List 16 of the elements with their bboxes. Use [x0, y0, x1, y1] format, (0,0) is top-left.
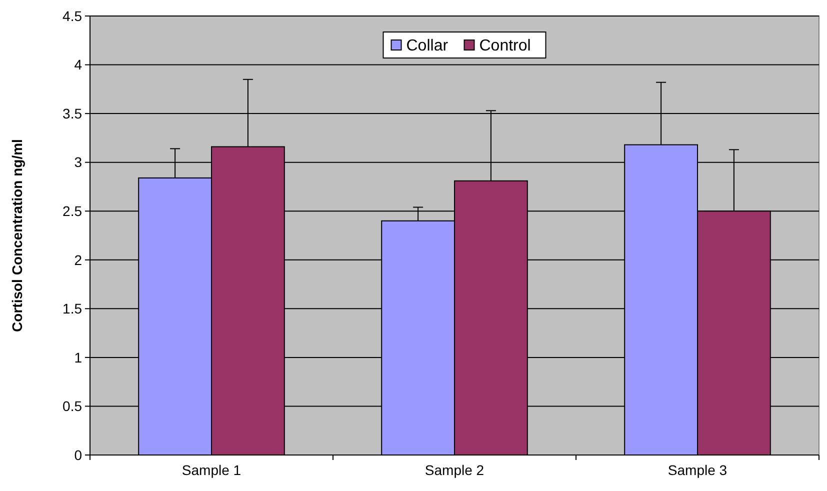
legend-label: Collar: [406, 38, 449, 55]
y-tick-label: 1: [74, 349, 82, 366]
x-tick-label: Sample 2: [424, 462, 484, 478]
y-tick-label: 4.5: [62, 8, 82, 24]
y-tick-label: 3: [74, 154, 82, 170]
y-axis-title: Cortisol Concentration ng/ml: [9, 139, 25, 332]
y-tick-label: 0.5: [62, 398, 82, 414]
y-tick-label: 4: [74, 56, 82, 73]
legend-label: Control: [479, 38, 531, 55]
y-tick-label: 3.5: [62, 105, 82, 122]
y-tick-label: 1.5: [62, 300, 82, 317]
x-tick-label: Sample 3: [668, 462, 728, 478]
y-tick-label: 2: [74, 252, 82, 268]
y-tick-label: 2.5: [62, 203, 82, 220]
y-tick-label: 0: [74, 446, 82, 463]
x-tick-label: Sample 1: [182, 462, 242, 478]
